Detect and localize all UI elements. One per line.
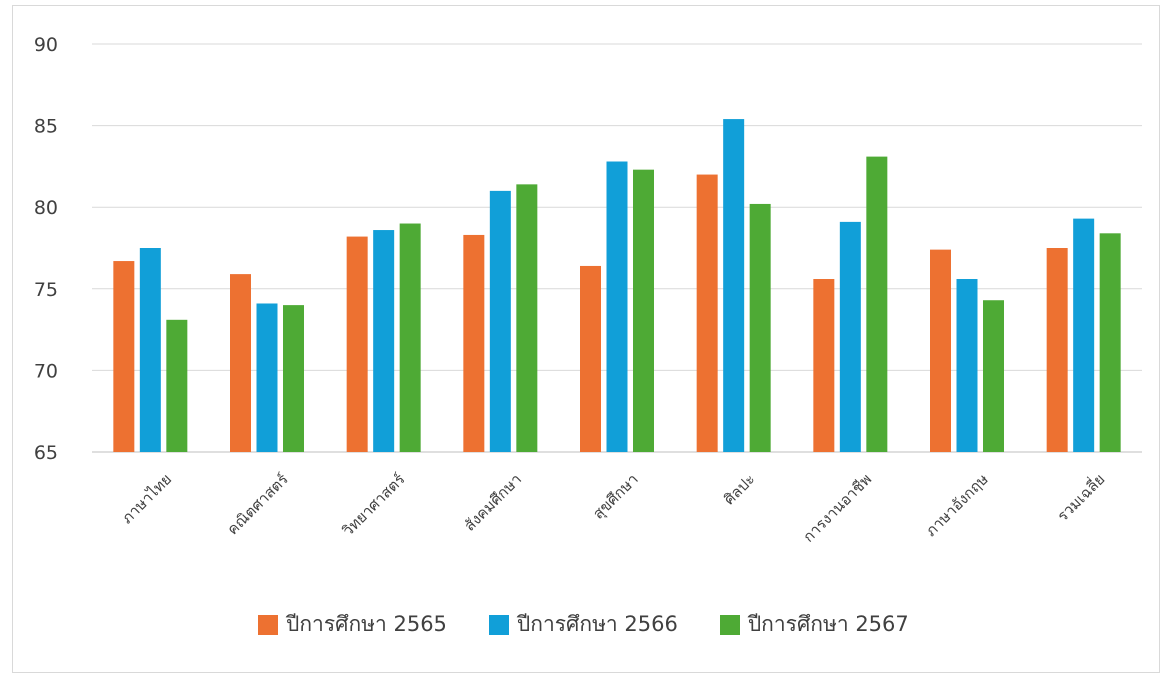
x-tick-label: รวมเฉลี่ย bbox=[1052, 469, 1108, 525]
bar-2-8 bbox=[956, 279, 978, 452]
bar-3-1 bbox=[166, 319, 188, 452]
legend-label-2567: ปีการศึกษา 2567 bbox=[747, 612, 909, 636]
bar-1-1 bbox=[113, 261, 135, 452]
bar-1-8 bbox=[930, 249, 951, 452]
bar-1-2 bbox=[230, 274, 251, 452]
bar-3-4 bbox=[516, 184, 538, 453]
legend-item-2567: ปีการศึกษา 2567 bbox=[719, 608, 909, 641]
legend-swatch-2566 bbox=[488, 614, 509, 635]
x-tick-label: สุขศึกษา bbox=[589, 470, 642, 523]
x-tick-label: ศิลปะ bbox=[720, 470, 758, 508]
bar-3-6 bbox=[749, 203, 771, 452]
bar-2-3 bbox=[373, 230, 395, 452]
y-tick-label: 90 bbox=[34, 34, 58, 56]
legend-item-2565: ปีการศึกษา 2565 bbox=[258, 608, 447, 641]
y-tick-label: 65 bbox=[34, 442, 58, 464]
x-tick-label: คณิตศาสตร์ bbox=[224, 470, 292, 538]
y-tick-label: 80 bbox=[34, 197, 58, 219]
legend: ปีการศึกษา 2565 ปีการศึกษา 2566 ปีการศึก… bbox=[258, 608, 909, 641]
legend-label-2566: ปีการศึกษา 2566 bbox=[516, 612, 678, 636]
bar-2-7 bbox=[839, 221, 861, 452]
x-axis-labels: ภาษาไทย คณิตศาสตร์ วิทยาศาสตร์ สังคมศึกษา สุ… bbox=[118, 469, 1108, 546]
bar-3-7 bbox=[866, 156, 888, 452]
legend-label-2565: ปีการศึกษา 2565 bbox=[286, 612, 447, 636]
legend-item-2566: ปีการศึกษา 2566 bbox=[488, 608, 678, 641]
y-tick-label: 70 bbox=[34, 360, 58, 382]
y-tick-label: 75 bbox=[34, 279, 58, 301]
x-tick-label: ภาษาไทย bbox=[118, 470, 175, 527]
bar-2-9 bbox=[1073, 218, 1095, 452]
bar-3-2 bbox=[283, 305, 304, 452]
legend-swatch-2567 bbox=[719, 614, 740, 635]
bar-3-5 bbox=[633, 169, 654, 452]
legend-swatch-2565 bbox=[258, 614, 278, 635]
bar-1-4 bbox=[463, 234, 485, 452]
y-tick-label: 85 bbox=[34, 116, 58, 138]
bar-2-6 bbox=[723, 119, 745, 453]
bar-2-1 bbox=[139, 248, 161, 452]
bar-1-6 bbox=[696, 174, 718, 452]
x-tick-label: การงานอาชีพ bbox=[799, 470, 875, 546]
bar-3-9 bbox=[1099, 233, 1121, 452]
bar-chart: 65 70 75 80 85 90 ภาษาไทย คณิตศาสตร์ วิทยาศาสตร… bbox=[34, 34, 1142, 546]
x-tick-label: ภาษาอังกฤษ bbox=[922, 470, 992, 540]
bar-2-4 bbox=[489, 190, 511, 452]
bars bbox=[113, 119, 1121, 453]
bar-1-7 bbox=[813, 279, 835, 452]
bar-3-3 bbox=[399, 223, 421, 452]
bar-2-5 bbox=[606, 161, 628, 452]
x-tick-label: วิทยาศาสตร์ bbox=[338, 470, 408, 540]
y-axis-ticks: 65 70 75 80 85 90 bbox=[34, 34, 58, 464]
bar-1-5 bbox=[580, 265, 601, 452]
bar-2-2 bbox=[256, 303, 278, 452]
x-tick-label: สังคมศึกษา bbox=[461, 470, 526, 535]
bar-1-3 bbox=[346, 236, 368, 452]
bar-3-8 bbox=[983, 300, 1004, 452]
bar-1-9 bbox=[1046, 248, 1068, 452]
